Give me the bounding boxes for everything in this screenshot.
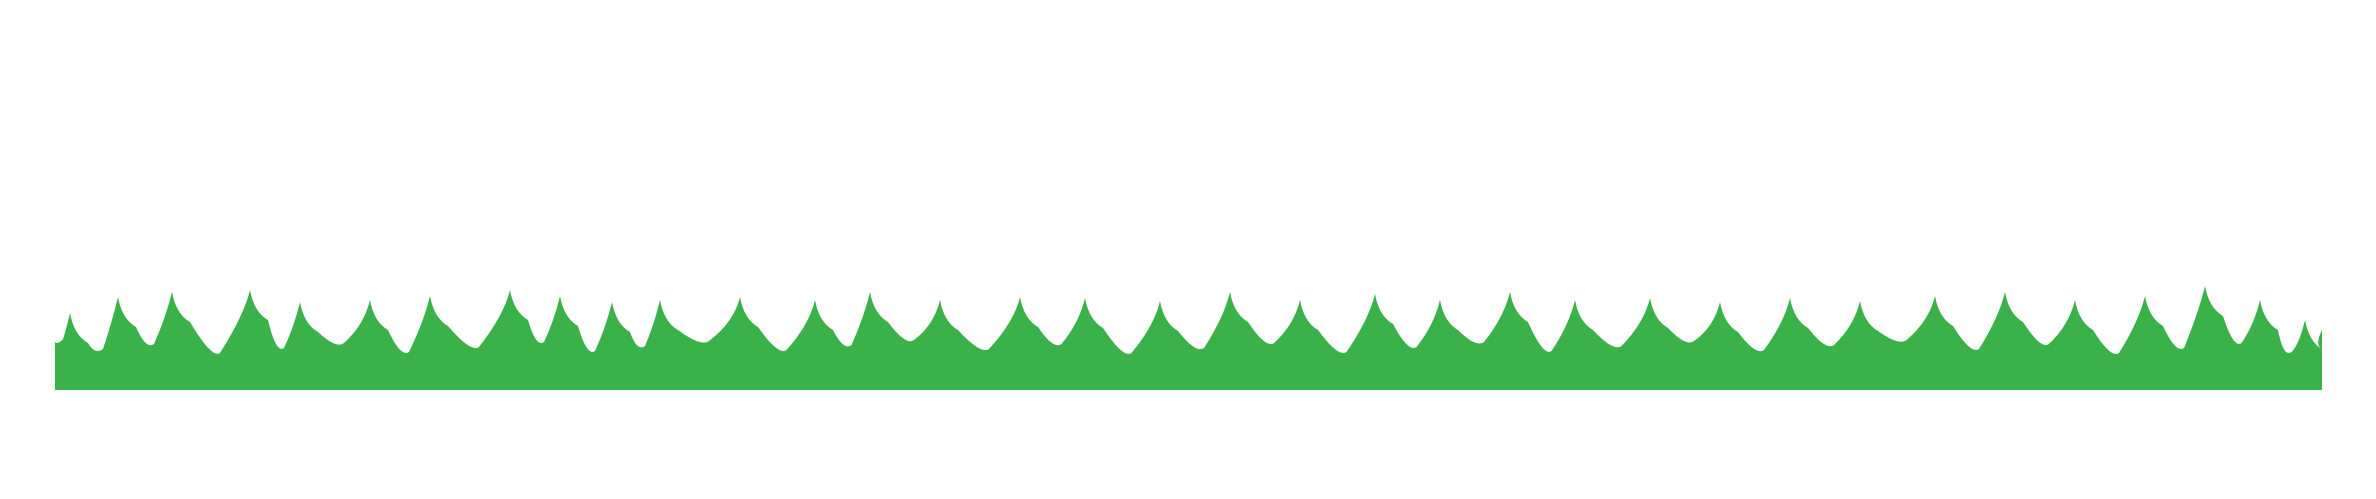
grass-blades [54, 286, 2323, 390]
